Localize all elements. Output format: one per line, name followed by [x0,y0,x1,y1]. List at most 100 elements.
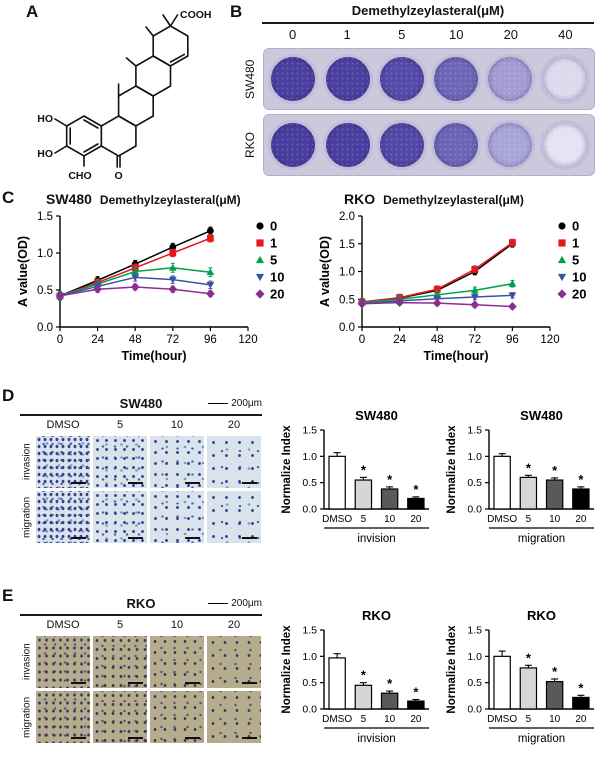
svg-text:0.5: 0.5 [37,285,53,297]
svg-text:*: * [387,472,393,487]
svg-text:0.0: 0.0 [467,504,482,516]
micrograph-rko-migration-10 [150,691,204,743]
panel-c-label: C [2,188,15,207]
well-rko-10um [431,120,482,170]
svg-text:Time(hour): Time(hour) [423,349,488,363]
dose-column-label: 5 [116,419,124,431]
svg-text:5: 5 [526,714,532,725]
svg-text:0.0: 0.0 [339,322,355,334]
svg-text:SW480: SW480 [520,408,563,423]
micrograph-rko-migration-20 [207,691,261,743]
growth-chart-title-rko: RKO Demethylzeylasteral(μM) [344,191,524,209]
dose-column-label: 10 [170,619,184,631]
svg-text:1.0: 1.0 [467,651,482,663]
well-sw480-5um [376,54,427,104]
svg-text:Normalize Index: Normalize Index [281,425,293,514]
concentration-label: 1 [343,27,351,42]
svg-text:1.5: 1.5 [339,239,355,251]
scale-annotation-d: 200μm [208,398,262,409]
well-rko-1um [322,120,373,170]
svg-text:0.0: 0.0 [302,504,317,516]
svg-text:24: 24 [91,334,104,346]
panel-a-label: A [26,2,39,21]
micrograph-rko-invasion-dmso [36,636,90,688]
row-label-sw480: SW480 [243,59,257,99]
svg-text:1.0: 1.0 [467,451,482,463]
ketone-o-label: O [115,170,123,182]
svg-text:*: * [526,460,532,475]
micrograph-sw480-migration-20 [207,491,261,543]
svg-text:0: 0 [57,334,63,346]
concentration-label: 10 [449,27,464,42]
panel-e-title: RKO [126,596,156,611]
concentration-label: 5 [398,27,406,42]
bar-chart-rko-invasion: RKO 0.0 0.5 1.0 1.5 Normalize Index DMSO * 5 * 10 *… [281,608,429,745]
svg-text:10: 10 [384,514,396,525]
dose-column-label: 10 [170,419,184,431]
svg-text:120: 120 [238,334,257,346]
svg-text:48: 48 [129,334,142,346]
concentration-label: 0 [288,27,297,42]
svg-text:0.5: 0.5 [302,477,317,489]
svg-text:*: * [526,650,532,665]
svg-text:SW480: SW480 [355,408,398,423]
well-sw480-40um [539,54,590,104]
colony-plate-rko [263,114,595,176]
svg-text:0: 0 [270,219,277,234]
svg-text:10: 10 [549,514,561,525]
svg-text:1.5: 1.5 [302,625,317,637]
svg-text:*: * [413,685,419,700]
svg-text:0.5: 0.5 [467,677,482,689]
row-label-e-invasion: invasion [21,643,33,681]
micrograph-sw480-invasion-dmso [36,436,90,488]
panel-e-label: E [2,586,14,605]
svg-text:0: 0 [359,334,365,346]
svg-text:*: * [552,664,558,679]
concentration-row: 0 1 5 10 20 40 [263,27,595,42]
dose-column-label: 5 [116,619,124,631]
svg-text:A value(OD): A value(OD) [16,236,30,307]
micrograph-sw480-migration-5 [93,491,147,543]
svg-text:1.5: 1.5 [467,425,482,437]
ho-label-top: HO [37,113,53,125]
panel-d-title: SW480 [119,396,163,411]
well-rko-40um [539,120,590,170]
row-label-d-migration: migration [21,496,33,538]
panel-b-rule [262,22,594,24]
svg-text:DMSO: DMSO [322,714,352,725]
svg-text:*: * [413,482,419,497]
scale-bar-line [208,402,229,405]
legend-title-rko: Demethylzeylasteral(μM) [383,193,524,207]
svg-text:migration: migration [518,533,565,545]
svg-text:1.0: 1.0 [339,267,355,279]
svg-text:0.5: 0.5 [302,677,317,689]
row-label-rko: RKO [243,132,257,159]
svg-text:10: 10 [384,714,396,725]
svg-text:20: 20 [572,287,586,302]
panel-d-rule [20,414,262,416]
svg-text:0.0: 0.0 [467,704,482,716]
svg-text:5: 5 [361,514,367,525]
svg-text:72: 72 [166,334,179,346]
svg-text:96: 96 [204,334,217,346]
growth-chart-title-sw480: SW480 Demethylzeylasteral(μM) [46,191,241,209]
svg-text:24: 24 [393,334,406,346]
svg-text:Normalize Index: Normalize Index [281,625,293,714]
svg-text:1: 1 [270,236,277,251]
cho-label: CHO [68,170,91,182]
svg-text:5: 5 [361,714,367,725]
svg-text:Normalize Index: Normalize Index [446,625,458,714]
row-label-e-migration: migration [21,696,33,738]
svg-text:10: 10 [549,714,561,725]
svg-text:72: 72 [468,334,481,346]
svg-text:A value(OD): A value(OD) [318,236,332,307]
scale-annotation-e: 200μm [208,598,262,609]
molecule-bonds [54,14,189,168]
micrograph-row-e-migration [36,691,261,743]
svg-text:*: * [578,680,584,695]
cell-line-name-sw480: SW480 [46,191,92,207]
dose-labels-e: DMSO 5 10 20 [36,619,261,631]
svg-text:invision: invision [357,533,395,545]
svg-text:*: * [361,668,367,683]
dose-labels-d: DMSO 5 10 20 [36,419,261,431]
